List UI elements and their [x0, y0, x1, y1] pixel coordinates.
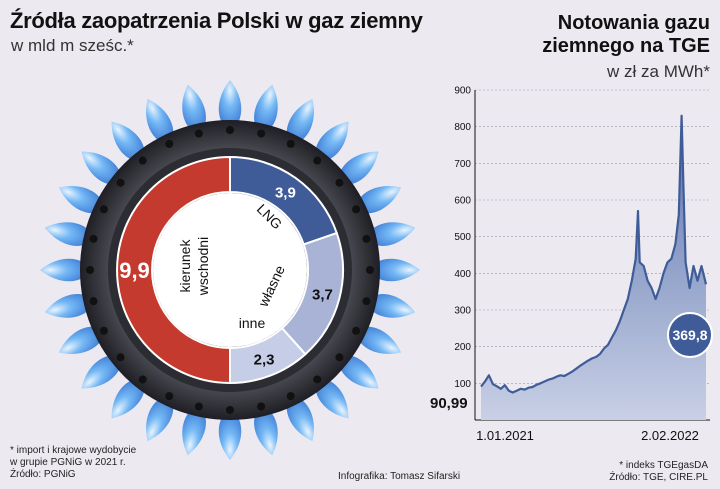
slice-category-label: wschodni	[195, 237, 211, 296]
burner-hole	[362, 297, 371, 306]
footnote-line: * indeks TGEgasDA	[619, 460, 708, 471]
flame-icon	[58, 326, 106, 354]
flame-icon	[111, 377, 145, 419]
flame-icon	[146, 394, 174, 442]
flame-icon	[58, 186, 106, 214]
burner-hole	[352, 205, 361, 214]
x-label-end: 2.02.2022	[641, 428, 699, 443]
gas-price-title-line2: ziemnego na TGE	[542, 35, 710, 57]
burner-hole	[165, 392, 174, 401]
burner-hole	[99, 205, 108, 214]
y-tick-label: 900	[454, 86, 471, 97]
flame-icon	[182, 404, 206, 456]
flame-icon	[315, 121, 349, 163]
infographic-credit: Infografika: Tomasz Sifarski	[338, 471, 461, 482]
y-tick-label: 800	[454, 122, 471, 133]
y-tick-label: 500	[454, 232, 471, 243]
burner-hole	[286, 139, 295, 148]
donut-slice	[116, 155, 231, 385]
burner-hole	[226, 126, 234, 134]
burner-hole	[352, 326, 361, 335]
y-tick-label: 300	[454, 306, 471, 317]
flame-icon	[286, 98, 314, 146]
footnote-line: Źródło: TGE, CIRE.PL	[609, 472, 708, 483]
flame-icon	[254, 84, 278, 136]
burner-hole	[89, 297, 98, 306]
y-tick-label: 200	[454, 342, 471, 353]
burner-hole	[194, 129, 203, 138]
slice-value-label: 3,7	[312, 286, 333, 303]
slice-category-label: kierunek	[177, 239, 193, 293]
x-label-start: 1.01.2021	[476, 428, 534, 443]
footnote-line: * import i krajowe wydobycie	[10, 445, 137, 456]
flame-icon	[44, 294, 96, 318]
burner-hole	[138, 156, 147, 165]
slice-value-label: 3,9	[275, 185, 296, 202]
price-area	[481, 115, 706, 420]
flame-icon	[286, 394, 314, 442]
burner-hole	[335, 353, 344, 362]
start-value-label: 90,99	[430, 395, 468, 412]
flame-icon	[218, 80, 242, 132]
burner-hole	[86, 266, 94, 274]
burner-hole	[99, 326, 108, 335]
burner-hole	[138, 375, 147, 384]
price-line	[480, 114, 708, 394]
end-value-badge	[667, 312, 713, 358]
flame-icon	[368, 258, 420, 282]
burner-hole	[313, 156, 322, 165]
flame-icon	[81, 355, 123, 389]
flame-icon	[337, 151, 379, 185]
burner-hole	[286, 392, 295, 401]
slice-category-label: inne	[239, 315, 266, 331]
gas-price-title-line1: Notowania gazu	[557, 12, 710, 34]
donut-hole	[153, 193, 307, 347]
flame-icon	[315, 377, 349, 419]
burner-hole	[257, 402, 266, 411]
gas-sources-title: Źródła zaopatrzenia Polski w gaz ziemny	[10, 8, 423, 33]
burner-hole	[362, 234, 371, 243]
footnote-line: w grupie PGNiG w 2021 r.	[10, 457, 126, 468]
price-area-chart: 100 200 300 400 500 600 700 800 900 1.01.2021 2.02…	[430, 86, 713, 443]
burner-hole	[313, 375, 322, 384]
gas-price-title: Notowania gazu ziemnego na TGE	[480, 12, 710, 58]
flame-icon	[44, 222, 96, 246]
flame-icon	[146, 98, 174, 146]
footnote-line: Źródło: PGNiG	[10, 469, 76, 480]
flame-icon	[182, 84, 206, 136]
burner-hole	[89, 234, 98, 243]
flame-icon	[364, 222, 416, 246]
end-value-label: 369,8	[672, 327, 707, 343]
burner-hole	[366, 266, 374, 274]
sources-footnote: * import i krajowe wydobycie w grupie PG…	[10, 445, 136, 481]
burner-hole	[116, 353, 125, 362]
flame-icon	[354, 186, 402, 214]
flame-icon	[111, 121, 145, 163]
slice-value-label: 2,3	[254, 352, 275, 369]
flame-icon	[81, 151, 123, 185]
burner-hole	[335, 178, 344, 187]
flame-icon	[364, 294, 416, 318]
burner-hole	[165, 139, 174, 148]
flame-icon	[40, 258, 92, 282]
burner-hole	[116, 178, 125, 187]
y-tick-label: 100	[454, 379, 471, 390]
flame-icon	[354, 326, 402, 354]
y-tick-label: 700	[454, 159, 471, 170]
flame-icon	[218, 408, 242, 460]
burner-hole	[194, 402, 203, 411]
gas-sources-unit: w mld m sześc.*	[11, 36, 134, 55]
y-tick-label: 400	[454, 269, 471, 280]
slice-value-label: 9,9	[119, 258, 150, 283]
y-tick-label: 600	[454, 196, 471, 207]
flame-icon	[337, 355, 379, 389]
burner-hole	[257, 129, 266, 138]
burner-hole	[226, 406, 234, 414]
flame-icon	[254, 404, 278, 456]
gas-price-unit: w zł za MWh*	[607, 62, 710, 81]
price-footnote: * indeks TGEgasDA Źródło: TGE, CIRE.PL	[609, 460, 708, 484]
